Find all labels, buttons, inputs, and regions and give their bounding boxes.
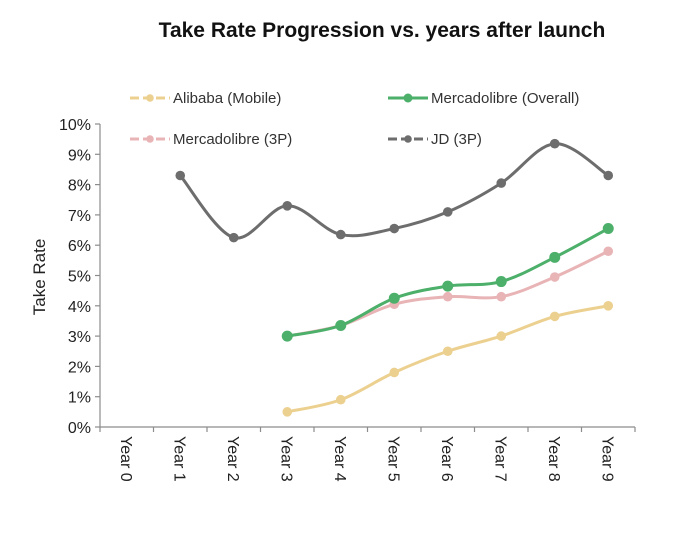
- chart-legend: Alibaba (Mobile) Mercadolibre (Overall) Me…: [130, 90, 579, 148]
- series-mercadolibre-overall: [281, 223, 614, 342]
- y-tick-label: 1%: [68, 390, 91, 407]
- data-point: [281, 330, 293, 342]
- x-axis-ticks: Year 0 Year 1 Year 2 Year 3 Year 4 Year 5 Year…: [99, 427, 636, 482]
- data-point: [496, 331, 507, 341]
- data-point: [549, 138, 560, 149]
- x-tick-label: Year 6: [438, 436, 455, 482]
- data-point: [389, 367, 400, 378]
- data-point: [335, 319, 347, 331]
- legend-label: Alibaba (Mobile): [173, 90, 281, 107]
- legend-item: Mercadolibre (3P): [130, 131, 292, 148]
- legend-item: JD (3P): [388, 131, 482, 148]
- data-point: [496, 291, 507, 302]
- data-point: [335, 229, 346, 240]
- data-point: [228, 232, 239, 243]
- x-tick-label: Year 1: [171, 436, 188, 482]
- data-point: [549, 272, 560, 282]
- data-point: [442, 291, 453, 302]
- legend-label: Mercadolibre (Overall): [431, 90, 579, 107]
- legend-item: Mercadolibre (Overall): [388, 90, 579, 107]
- data-point: [603, 170, 614, 181]
- data-point: [495, 276, 507, 288]
- x-tick-label: Year 5: [385, 436, 402, 482]
- legend-item: Alibaba (Mobile): [130, 90, 281, 107]
- x-tick-label: Year 3: [278, 436, 295, 482]
- y-axis-title: Take Rate: [30, 239, 49, 316]
- y-tick-label: 3%: [68, 329, 91, 346]
- y-tick-label: 0%: [68, 420, 91, 437]
- series-layer: [175, 138, 614, 417]
- y-tick-label: 6%: [68, 238, 91, 255]
- series-alibaba-mobile: [282, 301, 614, 417]
- x-tick-label: Year 7: [492, 436, 509, 482]
- y-tick-label: 8%: [68, 178, 91, 195]
- y-tick-label: 4%: [68, 299, 91, 316]
- data-point: [442, 280, 454, 292]
- data-point: [496, 178, 507, 188]
- data-point: [442, 207, 453, 217]
- y-tick-label: 10%: [59, 117, 91, 134]
- data-point: [603, 246, 614, 257]
- data-point: [603, 301, 614, 311]
- legend-label: JD (3P): [431, 131, 482, 148]
- x-tick-label: Year 2: [224, 436, 241, 482]
- y-axis-ticks: 0% 1% 2% 3% 4% 5% 6% 7% 8% 9% 10%: [59, 117, 100, 437]
- series-jd-3p: [175, 138, 614, 243]
- series-line: [285, 304, 610, 414]
- data-point: [389, 223, 400, 234]
- legend-marker: [146, 135, 154, 143]
- legend-label: Mercadolibre (3P): [173, 131, 292, 148]
- x-tick-label: Year 0: [117, 436, 134, 482]
- legend-marker: [404, 135, 412, 143]
- y-tick-label: 5%: [68, 269, 91, 286]
- data-point: [282, 201, 293, 211]
- x-tick-label: Year 9: [599, 436, 616, 482]
- data-point: [549, 311, 560, 322]
- chart-title: Take Rate Progression vs. years after la…: [159, 19, 606, 42]
- data-point: [282, 407, 293, 417]
- y-tick-label: 9%: [68, 147, 91, 164]
- legend-marker: [403, 93, 413, 103]
- data-point: [602, 223, 614, 235]
- data-point: [549, 251, 561, 263]
- x-tick-label: Year 4: [331, 436, 348, 482]
- legend-marker: [146, 94, 154, 102]
- data-point: [388, 292, 400, 304]
- data-point: [175, 170, 186, 181]
- y-tick-label: 2%: [68, 359, 91, 376]
- data-point: [335, 394, 346, 405]
- x-tick-label: Year 8: [545, 436, 562, 482]
- data-point: [442, 346, 453, 357]
- y-tick-label: 7%: [68, 208, 91, 225]
